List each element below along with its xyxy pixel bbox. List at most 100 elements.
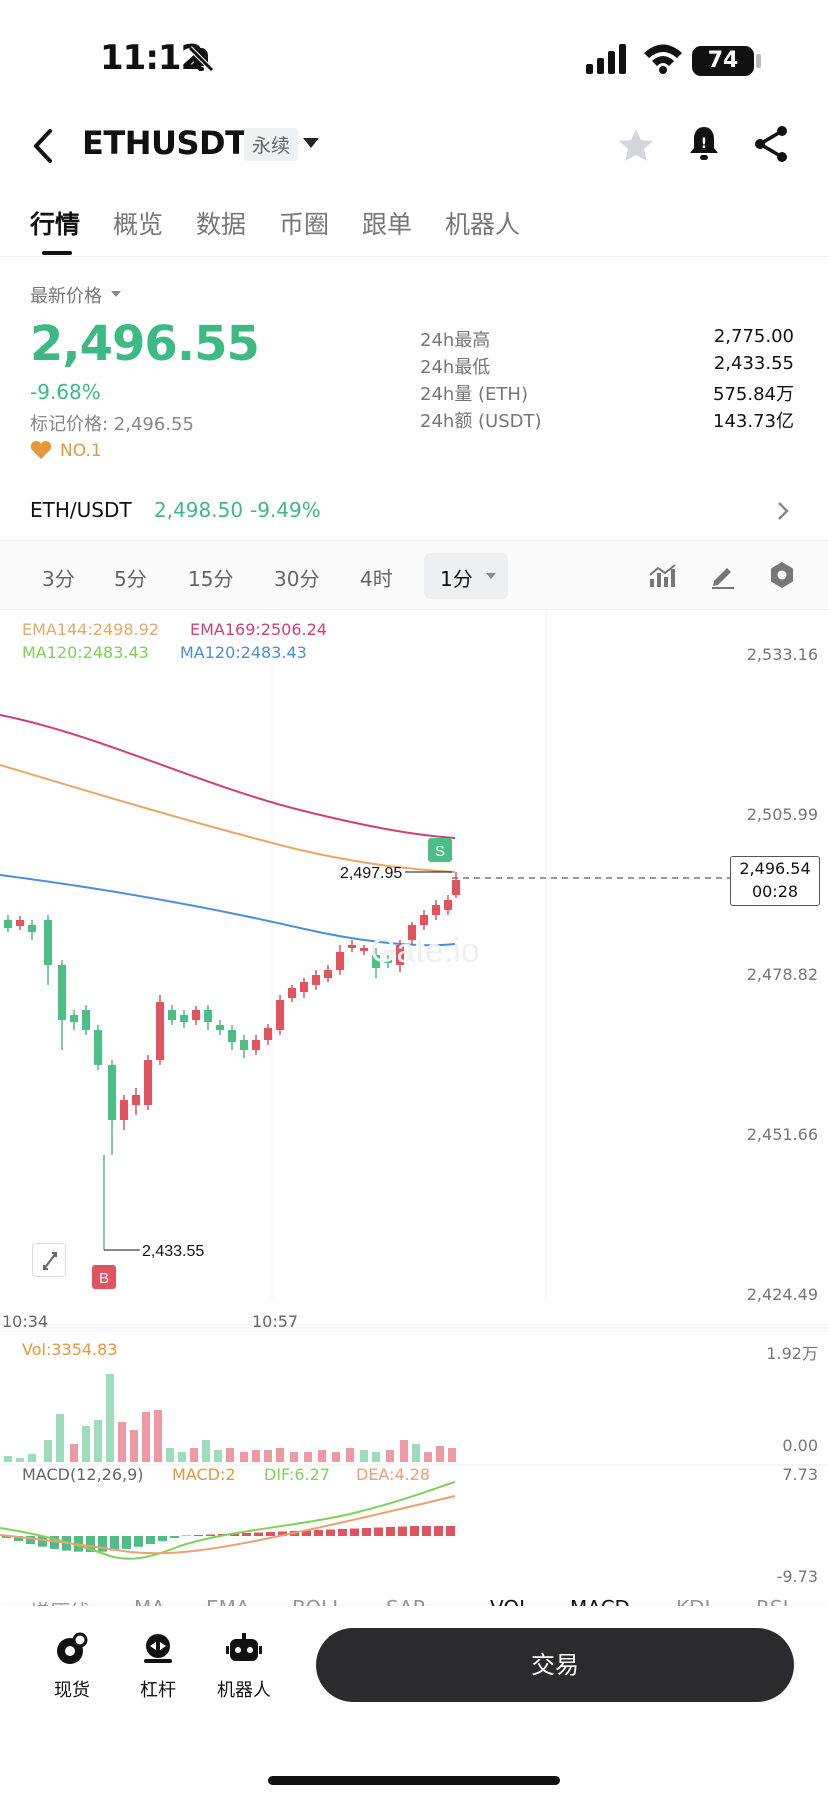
macd-histogram-bar — [266, 1532, 275, 1536]
draw-pen-icon[interactable] — [710, 563, 736, 589]
candle-body — [44, 920, 52, 965]
spot-pair-price: 2,498.50 — [154, 498, 244, 522]
margin-icon — [144, 1634, 172, 1663]
candle-body — [276, 1000, 284, 1030]
macd-histogram-bar — [314, 1530, 323, 1536]
interval-3m[interactable]: 3分 — [42, 567, 75, 591]
ema144-line — [0, 764, 456, 873]
candle-body — [156, 1002, 164, 1060]
macd-histogram-bar — [254, 1532, 263, 1536]
volume-bar — [4, 1456, 12, 1462]
buy-marker — [92, 1265, 116, 1289]
interval-30m[interactable]: 30分 — [274, 567, 320, 591]
dif-line — [0, 1481, 456, 1560]
ma120-line — [0, 874, 456, 947]
watermark: Gate.io — [370, 932, 480, 970]
caret-down-icon[interactable] — [486, 573, 496, 579]
kline-chart[interactable]: 2,497.95 2,433.55 S B Gate.io — [0, 610, 828, 1400]
tab-data[interactable]: 数据 — [196, 210, 247, 239]
interval-4h[interactable]: 4时 — [360, 567, 393, 591]
candle-body — [360, 948, 368, 951]
caret-down-icon[interactable] — [111, 291, 121, 297]
indicator-tab[interactable]: 增压线 — [30, 1596, 90, 1610]
volume-bar — [448, 1448, 456, 1462]
tab-community[interactable]: 币圈 — [279, 210, 330, 239]
stat-label-volume: 24h量 (ETH) — [420, 384, 528, 405]
volume-bar — [178, 1452, 186, 1462]
chart-canvas[interactable]: 2,497.95 2,433.55 S B Gate.io — [0, 610, 828, 1400]
candle-body — [336, 952, 344, 970]
nav-spot[interactable]: 现货 — [32, 1632, 112, 1702]
macd-histogram-bar — [26, 1536, 35, 1545]
ema169-line — [0, 714, 456, 839]
favorite-star-icon[interactable] — [617, 126, 655, 164]
interval-1m[interactable]: 1分 — [440, 567, 473, 591]
candle-body — [120, 1100, 128, 1120]
tab-copy-trading[interactable]: 跟单 — [362, 210, 413, 239]
macd-histogram-bar — [86, 1536, 95, 1552]
stat-value-turnover: 143.73亿 — [713, 411, 794, 432]
candle-body — [180, 1015, 188, 1022]
bottom-nav: 现货 杠杆 机器人 交易 — [0, 1606, 828, 1800]
tab-bots[interactable]: 机器人 — [445, 210, 521, 239]
price-alert-bell-icon[interactable]: ! — [685, 124, 723, 162]
candle-body — [4, 920, 12, 928]
volume-bar — [44, 1440, 52, 1462]
stat-label-high: 24h最高 — [420, 330, 491, 351]
indicator-icon[interactable] — [648, 563, 676, 589]
active-tab-indicator — [42, 251, 72, 255]
candle-body — [396, 945, 404, 965]
status-bar: 11:12 74 — [0, 0, 828, 110]
candle-body — [58, 965, 66, 1020]
macd-histogram-bar — [38, 1536, 47, 1547]
status-time: 11:12 — [100, 38, 204, 78]
y-tick: 2,533.16 — [746, 645, 818, 664]
pair-title[interactable]: ETHUSDT — [82, 124, 247, 162]
trade-button[interactable]: 交易 — [316, 1628, 794, 1702]
candle-body — [372, 955, 380, 968]
legend-ma120-blue: MA120:2483.43 — [180, 643, 307, 662]
battery-indicator: 74 — [692, 46, 754, 76]
volume-bar — [264, 1450, 272, 1462]
chevron-down-icon[interactable] — [303, 138, 319, 148]
volume-bar — [412, 1444, 420, 1462]
volume-bar — [190, 1448, 198, 1462]
stat-label-low: 24h最低 — [420, 357, 491, 378]
current-price-tag: 2,496.54 00:28 — [730, 856, 820, 906]
y-tick: 2,451.66 — [746, 1125, 818, 1144]
header: ETHUSDT 永续 ! — [0, 110, 828, 180]
stat-value-volume: 575.84万 — [713, 384, 794, 405]
volume-bar — [154, 1410, 162, 1462]
indicator-panes — [0, 1330, 828, 1560]
macd-histogram-bar — [182, 1535, 191, 1536]
tab-market[interactable]: 行情 — [30, 210, 81, 239]
nav-margin[interactable]: 杠杆 — [118, 1632, 198, 1702]
expand-chart-button[interactable] — [32, 1243, 66, 1277]
tab-overview[interactable]: 概览 — [113, 210, 164, 239]
macd-histogram-bar — [338, 1529, 347, 1536]
heart-rank-icon — [30, 441, 52, 459]
nav-label-spot: 现货 — [54, 1680, 90, 1701]
interval-15m[interactable]: 15分 — [188, 567, 234, 591]
macd-histogram-bar — [110, 1536, 119, 1551]
volume-bar — [276, 1448, 284, 1462]
candle-body — [348, 945, 356, 948]
volume-bar — [214, 1450, 222, 1462]
share-icon[interactable] — [752, 124, 790, 164]
spot-pair-row[interactable]: ETH/USDT 2,498.50 -9.49% — [0, 484, 828, 536]
candle-body — [384, 960, 392, 963]
candle-body — [16, 920, 24, 926]
macd-histogram-bar — [386, 1527, 395, 1536]
interval-5m[interactable]: 5分 — [114, 567, 147, 591]
nav-bots[interactable]: 机器人 — [204, 1632, 284, 1702]
low-marker-label: 2,433.55 — [142, 1243, 204, 1260]
latest-price-label[interactable]: 最新价格 — [30, 286, 102, 307]
volume-bar — [56, 1414, 64, 1462]
wifi-icon — [644, 44, 682, 74]
gear-icon[interactable] — [768, 561, 796, 589]
candle-body — [228, 1030, 236, 1042]
back-icon[interactable] — [28, 128, 58, 164]
macd-histogram-bar — [362, 1528, 371, 1536]
volume-bar — [372, 1452, 380, 1462]
spot-pair-name: ETH/USDT — [30, 498, 132, 522]
